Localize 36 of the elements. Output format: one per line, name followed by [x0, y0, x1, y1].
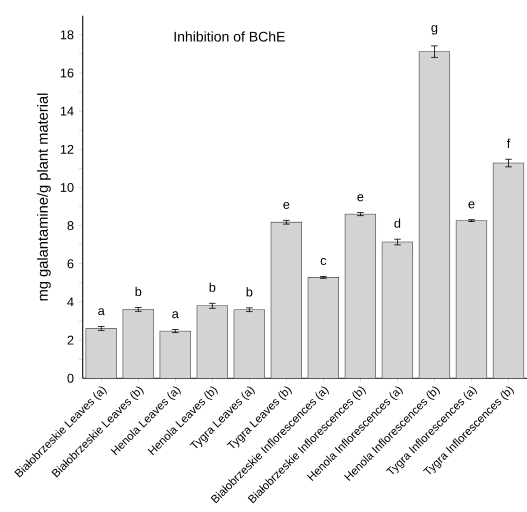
y-tick-label: 4 — [67, 297, 74, 306]
bar — [418, 51, 450, 378]
y-tick-label: 16 — [60, 68, 74, 78]
annotation: b — [246, 286, 252, 296]
annotation: a — [98, 308, 105, 316]
bar — [196, 305, 228, 378]
bar — [122, 308, 154, 378]
bar — [86, 328, 117, 378]
annotation: c — [320, 258, 326, 265]
y-tick-label: 12 — [60, 144, 74, 154]
y-tick-label: 0 — [67, 374, 74, 383]
bar — [492, 162, 524, 378]
annotation: e — [357, 194, 364, 202]
y-tick-label: 2 — [68, 336, 74, 344]
bar — [308, 276, 339, 378]
bar — [234, 309, 265, 378]
bar — [382, 242, 414, 378]
y-tick-label: 18 — [60, 30, 74, 40]
y-tick-label: 6 — [68, 259, 74, 268]
text: Inhibition of BChE — [174, 31, 285, 42]
y-tick-label: 8 — [68, 220, 74, 230]
annotation: g — [431, 24, 438, 34]
y-tick-label: 10 — [60, 182, 74, 192]
annotation: f — [506, 138, 510, 148]
bar — [344, 214, 376, 378]
bar — [160, 330, 191, 378]
bar — [456, 220, 488, 378]
annotation: d — [394, 218, 400, 228]
annotation: e — [283, 202, 290, 209]
annotation: b — [136, 286, 142, 296]
y-tick-label: 14 — [60, 106, 74, 116]
annotation: b — [210, 282, 216, 292]
annotation: a — [172, 311, 179, 318]
bar — [270, 222, 302, 378]
y-axis-title: mg galantamine/g plant material — [37, 93, 51, 300]
annotation: e — [468, 201, 474, 208]
